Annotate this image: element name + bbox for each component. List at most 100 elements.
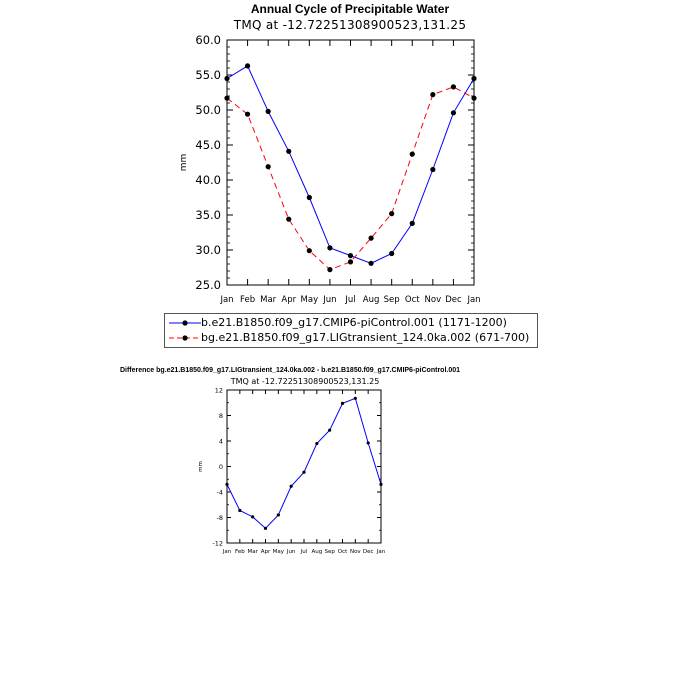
data-point-0-8	[328, 428, 332, 432]
x-tick-label: Feb	[240, 295, 255, 305]
x-tick-label: Aug	[311, 549, 322, 555]
y-axis-label: mm	[179, 154, 189, 172]
y-tick-label: 55.0	[195, 68, 221, 82]
data-point-1-5	[327, 267, 333, 273]
legend-label-1: bg.e21.B1850.f09_g17.LIGtransient_124.0k…	[201, 331, 530, 344]
x-tick-label: Jun	[286, 549, 296, 555]
data-point-1-7	[368, 235, 374, 241]
x-tick-label: Jun	[322, 295, 336, 305]
x-tick-label: Jan	[219, 295, 233, 305]
data-point-0-6	[347, 253, 354, 259]
data-point-0-1	[244, 63, 251, 69]
series-line-0	[226, 397, 382, 530]
data-point-0-11	[450, 110, 457, 116]
chart1-plot: 25.0 30.0 35.0 40.0 45.0 50.0 55.0 60.0 Jan Feb Ma…	[179, 33, 481, 305]
data-point-0-11	[366, 441, 370, 445]
data-point-0-10	[430, 166, 436, 173]
data-point-0-3	[286, 148, 292, 154]
y-tick-label: 0	[219, 463, 223, 471]
legend-item-1: bg.e21.B1850.f09_g17.LIGtransient_124.0k…	[165, 330, 535, 346]
x-tick-label: Nov	[425, 295, 442, 305]
data-point-1-12	[471, 95, 477, 101]
data-point-0-7	[315, 441, 319, 446]
x-tick-label: Dec	[445, 295, 462, 305]
y-tick-label: 50.0	[195, 103, 221, 117]
y-tick-label: 40.0	[195, 173, 221, 187]
y-tick-label: 45.0	[195, 138, 221, 152]
x-tick-label: Jul	[344, 295, 355, 305]
data-point-0-1	[238, 508, 242, 513]
x-tick-label: Jan	[222, 549, 232, 555]
data-point-0-6	[302, 470, 306, 474]
data-point-1-2	[265, 164, 271, 170]
data-point-0-0	[225, 482, 229, 486]
data-point-0-10	[353, 396, 357, 400]
data-point-0-3	[263, 526, 268, 530]
x-tick-label: Apr	[281, 295, 296, 305]
x-tick-label: Nov	[350, 549, 361, 555]
x-tick-label: Jan	[376, 549, 386, 555]
data-point-1-1	[244, 111, 251, 117]
x-tick-label: Dec	[363, 549, 374, 555]
data-point-0-2	[251, 515, 255, 519]
legend-swatch-0	[169, 320, 201, 326]
y-tick-label: -12	[212, 539, 223, 547]
x-tick-label: Jan	[466, 295, 480, 305]
chart1-legend: b.e21.B1850.f09_g17.CMIP6-piControl.001 …	[164, 313, 538, 348]
data-point-1-4	[306, 248, 312, 254]
y-tick-label: -4	[217, 488, 223, 496]
data-point-0-5	[327, 245, 333, 251]
plot-frame	[226, 389, 382, 544]
data-point-0-8	[389, 250, 395, 257]
data-point-1-10	[430, 92, 436, 98]
data-point-0-5	[289, 484, 293, 488]
y-axis-label: mm	[198, 461, 204, 472]
data-point-0-12	[379, 482, 383, 486]
y-tick-label: 35.0	[195, 208, 221, 222]
x-tick-label: Oct	[405, 295, 420, 305]
data-point-1-6	[347, 259, 354, 265]
data-point-1-0	[224, 95, 230, 101]
data-point-1-11	[450, 84, 457, 90]
chart1-title: Annual Cycle of Precipitable Water	[250, 2, 450, 16]
legend-item-0: b.e21.B1850.f09_g17.CMIP6-piControl.001 …	[165, 315, 535, 331]
x-tick-label: Oct	[338, 549, 348, 555]
y-tick-label: 25.0	[195, 278, 221, 292]
data-point-0-4	[306, 194, 312, 201]
legend-label-0: b.e21.B1850.f09_g17.CMIP6-piControl.001 …	[201, 316, 507, 329]
series-line-1	[226, 86, 475, 271]
data-point-0-7	[368, 260, 374, 266]
y-tick-label: 30.0	[195, 243, 221, 257]
x-tick-label: Sep	[324, 549, 335, 555]
data-point-1-8	[389, 211, 395, 217]
y-tick-label: -8	[217, 514, 223, 522]
data-point-0-12	[471, 75, 477, 82]
x-tick-label: Feb	[235, 549, 245, 555]
chart2-title: Difference bg.e21.B1850.f09_g17.LIGtrans…	[119, 367, 461, 374]
x-tick-label: Aug	[363, 295, 380, 305]
x-tick-label: May	[273, 549, 285, 555]
x-tick-label: Jul	[300, 549, 308, 555]
x-tick-label: Sep	[384, 295, 400, 305]
plot-frame	[226, 39, 475, 286]
x-tick-label: May	[301, 295, 319, 305]
data-point-0-2	[265, 108, 271, 114]
chart2-subtitle: TMQ at -12.72251308900523,131.25	[230, 377, 380, 386]
x-tick-label: Apr	[261, 549, 271, 555]
x-tick-label: Mar	[260, 295, 277, 305]
data-point-1-3	[286, 216, 292, 222]
data-point-0-0	[224, 75, 230, 82]
legend-swatch-1	[169, 335, 201, 341]
y-tick-label: 8	[219, 412, 223, 420]
series-line-0	[226, 65, 475, 264]
y-tick-label: 4	[219, 437, 223, 445]
data-point-0-4	[276, 513, 280, 517]
x-tick-label: Mar	[247, 549, 258, 555]
data-point-0-9	[340, 401, 345, 405]
y-tick-label: 12	[215, 386, 223, 394]
y-tick-label: 60.0	[195, 33, 221, 47]
data-point-0-9	[409, 220, 415, 226]
chart1-subtitle: TMQ at -12.72251308900523,131.25	[233, 18, 467, 32]
data-point-1-9	[409, 151, 415, 157]
